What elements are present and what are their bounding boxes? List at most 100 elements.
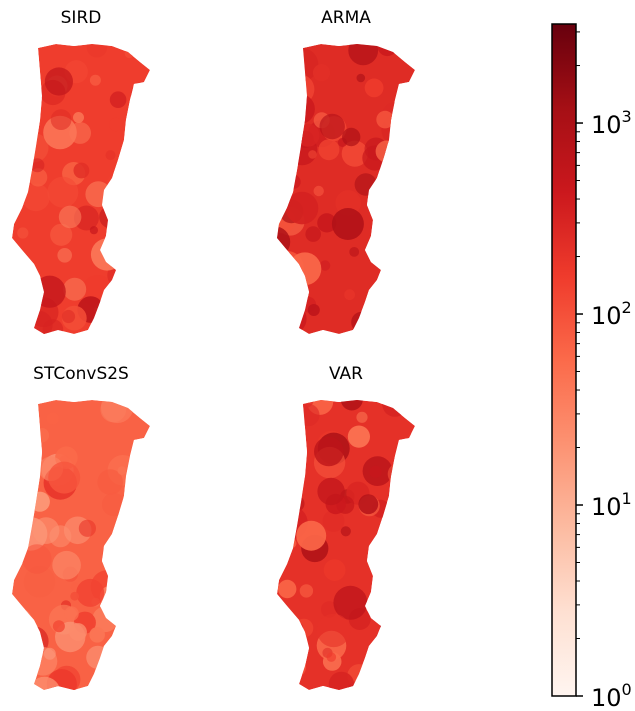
map-cell xyxy=(90,238,124,271)
map-cell xyxy=(101,297,111,307)
map-cell xyxy=(277,98,297,119)
map-cell xyxy=(388,188,399,198)
map-cell xyxy=(277,476,293,499)
map-cell xyxy=(328,671,355,690)
map-cell xyxy=(354,173,377,196)
map-cell xyxy=(349,247,360,257)
map-panel-sird xyxy=(12,44,150,334)
map-panel-var xyxy=(277,400,415,690)
map-cell xyxy=(47,176,79,208)
map-cell xyxy=(293,622,304,633)
map-cell xyxy=(380,636,404,660)
map-cell xyxy=(379,214,407,242)
map-cell xyxy=(278,656,296,673)
map-cell xyxy=(277,58,283,71)
map-cell xyxy=(407,433,415,445)
map-cell xyxy=(342,127,361,147)
map-cell xyxy=(125,142,150,168)
map-cell xyxy=(277,490,294,522)
map-cell xyxy=(296,123,320,147)
map-cell xyxy=(50,109,72,130)
map-cell xyxy=(402,598,415,627)
map-fill xyxy=(277,400,415,690)
map-cell xyxy=(117,466,127,476)
map-cell xyxy=(89,627,105,643)
colorbar: 100 101 102 103 xyxy=(551,23,632,711)
map-cell xyxy=(277,134,300,163)
map-cell xyxy=(319,260,331,271)
map-cell xyxy=(85,181,112,208)
map-cell xyxy=(323,559,346,581)
map-cell xyxy=(22,641,35,654)
map-cell xyxy=(135,320,150,334)
map-cell xyxy=(340,526,351,537)
map-cell xyxy=(284,93,315,125)
map-cell xyxy=(299,584,314,598)
map-cell xyxy=(277,226,291,258)
map-cell xyxy=(277,645,286,661)
map-cell xyxy=(374,606,390,622)
map-cell xyxy=(76,578,105,607)
map-cell xyxy=(69,623,87,641)
map-cell xyxy=(285,44,303,58)
map-cell xyxy=(121,254,150,284)
map-cell xyxy=(12,143,22,168)
map-cell xyxy=(356,411,368,423)
map-cell xyxy=(139,135,150,151)
map-cell xyxy=(52,620,65,633)
map-cell xyxy=(70,591,80,601)
map-cell xyxy=(120,211,143,235)
colorbar-tick-label: 102 xyxy=(591,298,632,330)
map-cell xyxy=(22,183,50,212)
map-cell xyxy=(125,208,150,233)
map-cell xyxy=(372,240,392,260)
map-fill xyxy=(12,400,150,690)
map-cell xyxy=(12,456,28,488)
map-cell xyxy=(105,536,133,564)
map-cell xyxy=(24,400,38,409)
map-cell xyxy=(285,191,319,225)
map-cell xyxy=(140,561,150,574)
map-cell xyxy=(288,495,305,512)
map-cell xyxy=(296,520,327,551)
map-cell xyxy=(326,652,337,662)
map-cell xyxy=(12,610,33,636)
map-cell xyxy=(283,458,294,468)
map-cell xyxy=(12,400,29,421)
map-cell xyxy=(394,637,415,669)
colorbar-tick-label: 103 xyxy=(591,107,632,139)
map-cell xyxy=(348,44,379,66)
map-cell xyxy=(307,304,320,316)
map-cell xyxy=(86,645,110,669)
map-cell xyxy=(46,669,77,690)
map-cell xyxy=(12,425,20,448)
map-cell xyxy=(277,265,283,284)
map-cell xyxy=(130,481,140,491)
map-cell xyxy=(12,281,36,310)
map-cell xyxy=(106,240,124,257)
map-cell xyxy=(277,172,290,185)
map-cell xyxy=(322,510,345,532)
map-cell xyxy=(356,318,379,334)
map-region xyxy=(277,44,415,334)
map-cell xyxy=(93,670,110,686)
map-cell xyxy=(126,609,150,639)
map-cell xyxy=(24,302,37,316)
map-cell xyxy=(22,544,52,574)
map-cell xyxy=(105,150,116,161)
map-cell xyxy=(294,618,314,638)
panel-title-var: VAR xyxy=(329,364,363,384)
map-cell xyxy=(113,235,143,265)
map-cell xyxy=(31,90,41,100)
map-cell xyxy=(377,44,398,57)
map-cell xyxy=(64,606,79,621)
map-cell xyxy=(279,471,308,500)
map-cell xyxy=(341,140,368,167)
panel-title-stconvs2s: STConvS2S xyxy=(33,364,129,384)
map-cell xyxy=(101,541,128,568)
map-cell xyxy=(378,177,411,209)
map-cell xyxy=(126,158,143,175)
map-cell xyxy=(278,139,300,161)
colorbar-ticks: 100 101 102 103 xyxy=(576,31,632,711)
map-cell xyxy=(24,310,53,334)
